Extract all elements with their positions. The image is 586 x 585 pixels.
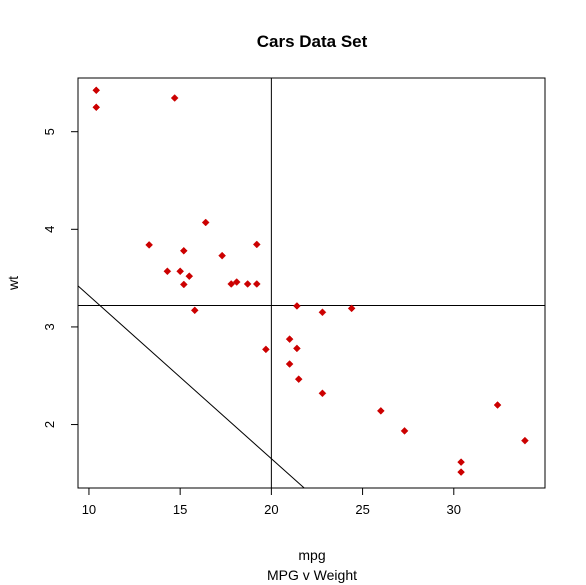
data-point bbox=[521, 436, 529, 445]
data-point bbox=[347, 304, 356, 313]
x-tick-label: 25 bbox=[355, 502, 369, 517]
y-tick-label: 2 bbox=[42, 421, 57, 428]
data-point bbox=[176, 267, 185, 276]
data-point bbox=[493, 401, 502, 409]
data-point bbox=[252, 240, 261, 249]
data-point bbox=[201, 218, 210, 227]
y-tick-label: 5 bbox=[42, 128, 57, 135]
data-point bbox=[190, 306, 199, 315]
y-tick-label: 4 bbox=[42, 226, 57, 233]
data-point bbox=[243, 280, 252, 288]
data-point bbox=[318, 308, 327, 317]
data-point bbox=[227, 280, 236, 288]
data-point bbox=[293, 302, 301, 310]
x-tick-label: 30 bbox=[447, 502, 461, 517]
data-point bbox=[262, 345, 270, 354]
data-point bbox=[92, 103, 101, 112]
data-point bbox=[285, 360, 294, 368]
y-axis: 2 3 4 5 bbox=[42, 128, 79, 428]
data-point bbox=[400, 427, 409, 435]
plot-frame bbox=[77, 77, 546, 489]
data-point bbox=[163, 267, 172, 276]
chart-title: Cars Data Set bbox=[257, 32, 368, 51]
data-point bbox=[457, 458, 465, 466]
data-point bbox=[185, 272, 194, 281]
reference-lines bbox=[77, 78, 545, 489]
data-point bbox=[252, 280, 261, 288]
y-axis-label: wt bbox=[5, 276, 21, 291]
x-tick-label: 10 bbox=[82, 502, 96, 517]
data-point bbox=[218, 251, 226, 260]
data-point bbox=[232, 278, 241, 286]
x-axis-label: mpg bbox=[298, 547, 325, 563]
x-tick-label: 20 bbox=[264, 502, 278, 517]
data-point bbox=[170, 94, 179, 102]
data-point bbox=[293, 344, 301, 353]
data-point bbox=[92, 86, 101, 95]
x-axis: 10 15 20 25 30 bbox=[82, 487, 461, 517]
data-point bbox=[145, 241, 153, 249]
data-points bbox=[92, 86, 529, 476]
data-point bbox=[318, 389, 327, 398]
data-point bbox=[376, 407, 385, 415]
x-tick-label: 15 bbox=[173, 502, 187, 517]
chart-subtitle: MPG v Weight bbox=[267, 567, 357, 583]
data-point bbox=[294, 375, 303, 384]
data-point bbox=[179, 246, 188, 255]
diagonal-reference-line bbox=[77, 285, 305, 489]
y-tick-label: 3 bbox=[42, 323, 57, 330]
data-point bbox=[457, 468, 465, 476]
data-point bbox=[285, 335, 294, 343]
data-point bbox=[179, 280, 188, 289]
